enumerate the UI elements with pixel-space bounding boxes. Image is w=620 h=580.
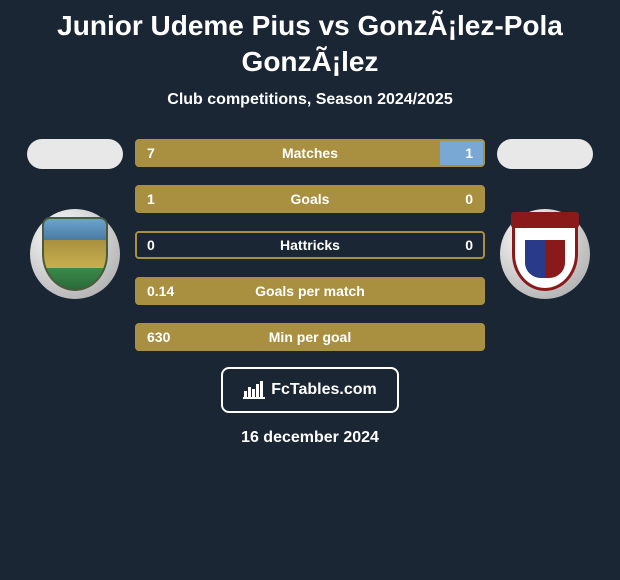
comparison-title: Junior Udeme Pius vs GonzÃ¡lez-Pola Gonz… <box>0 8 620 81</box>
bar-chart-icon <box>243 381 265 399</box>
club-badge-right <box>500 209 590 299</box>
stat-label: Min per goal <box>269 329 351 345</box>
stat-value-left: 0 <box>137 237 155 253</box>
player-left-silhouette <box>27 139 123 169</box>
stat-value-left: 7 <box>137 145 155 161</box>
left-player-column <box>25 139 125 299</box>
stat-row: 1 Goals 0 <box>135 185 485 213</box>
stat-value-left: 1 <box>137 191 155 207</box>
stats-column: 7 Matches 1 1 Goals 0 0 Hattricks 0 0.14 Goals per… <box>135 139 485 351</box>
stat-label: Hattricks <box>280 237 340 253</box>
stat-value-right: 0 <box>465 191 483 207</box>
right-player-column <box>495 139 595 299</box>
club-badge-left <box>30 209 120 299</box>
shield-icon <box>42 217 108 291</box>
stat-value-right: 1 <box>465 145 483 161</box>
player-right-silhouette <box>497 139 593 169</box>
stat-row: 0.14 Goals per match <box>135 277 485 305</box>
stat-value-right: 0 <box>465 237 483 253</box>
snapshot-date: 16 december 2024 <box>241 429 379 447</box>
stat-row: 7 Matches 1 <box>135 139 485 167</box>
shield-icon <box>512 217 578 291</box>
stat-row: 0 Hattricks 0 <box>135 231 485 259</box>
season-subtitle: Club competitions, Season 2024/2025 <box>167 91 452 109</box>
stat-value-left: 630 <box>137 329 170 345</box>
stat-label: Matches <box>282 145 338 161</box>
stat-label: Goals per match <box>255 283 365 299</box>
footer-brand-text: FcTables.com <box>271 381 377 399</box>
stat-label: Goals <box>291 191 330 207</box>
comparison-content: 7 Matches 1 1 Goals 0 0 Hattricks 0 0.14 Goals per… <box>0 139 620 351</box>
stat-row: 630 Min per goal <box>135 323 485 351</box>
stat-value-left: 0.14 <box>137 283 174 299</box>
footer-brand-box: FcTables.com <box>221 367 399 413</box>
